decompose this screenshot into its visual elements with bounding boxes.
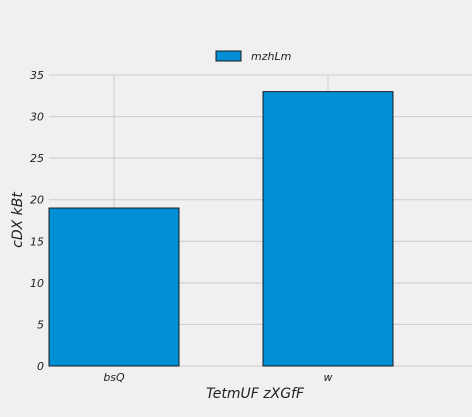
- legend: mzhLm: [215, 50, 291, 63]
- y-tick-label: 5: [37, 318, 44, 331]
- y-tick-label: 25: [30, 152, 44, 165]
- bars-layer: [48, 91, 394, 367]
- y-tick-label: 10: [30, 277, 44, 290]
- x-tick-label: bsQ: [103, 371, 125, 384]
- y-tick-label: 0: [37, 360, 44, 373]
- y-axis-title: cDX kBt: [10, 192, 26, 248]
- legend-swatch: [215, 50, 242, 62]
- y-tick-label: 20: [30, 194, 44, 207]
- legend-label: mzhLm: [251, 50, 291, 63]
- x-tick-label: w: [324, 371, 333, 384]
- bar: [48, 207, 180, 367]
- y-tick-label: 15: [30, 235, 44, 248]
- y-tick-label: 35: [30, 69, 44, 82]
- y-tick-label: 30: [30, 111, 44, 124]
- ticks-layer: 0 5 10 15 20 25 30 35 bsQ w: [30, 69, 333, 384]
- x-axis-title: TetmUF zXGfF: [206, 386, 305, 402]
- bar: [262, 91, 394, 367]
